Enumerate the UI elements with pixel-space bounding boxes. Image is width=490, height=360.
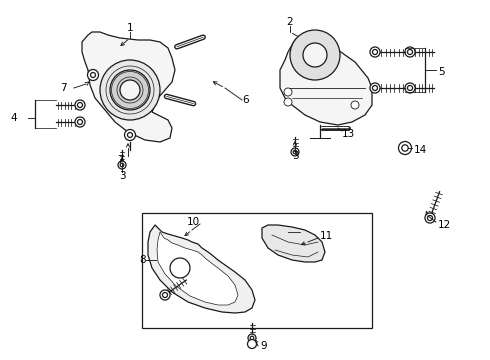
Circle shape	[284, 88, 292, 96]
Circle shape	[91, 72, 96, 77]
Text: 12: 12	[438, 220, 451, 230]
Circle shape	[293, 150, 297, 154]
Circle shape	[120, 163, 124, 167]
Circle shape	[250, 336, 254, 340]
Polygon shape	[262, 225, 325, 262]
Circle shape	[370, 47, 380, 57]
Text: 13: 13	[342, 129, 355, 139]
Circle shape	[405, 47, 415, 57]
Text: 7: 7	[60, 83, 67, 93]
Circle shape	[110, 70, 150, 110]
Text: 2: 2	[287, 17, 294, 27]
Circle shape	[170, 258, 190, 278]
Circle shape	[118, 161, 126, 169]
Polygon shape	[280, 38, 372, 125]
Text: 5: 5	[438, 67, 444, 77]
Circle shape	[370, 83, 380, 93]
Circle shape	[290, 30, 340, 80]
Circle shape	[100, 60, 160, 120]
Text: 1: 1	[127, 23, 133, 33]
Circle shape	[77, 120, 82, 125]
Circle shape	[425, 213, 435, 223]
Text: 11: 11	[320, 231, 333, 241]
Text: 4: 4	[10, 113, 17, 123]
Polygon shape	[148, 225, 255, 313]
Circle shape	[372, 85, 377, 90]
Circle shape	[402, 145, 408, 151]
Text: 3: 3	[119, 171, 125, 181]
Circle shape	[427, 216, 433, 221]
Circle shape	[248, 334, 256, 342]
Circle shape	[405, 83, 415, 93]
Circle shape	[88, 69, 98, 81]
Circle shape	[284, 98, 292, 106]
Text: 8: 8	[139, 255, 146, 265]
Text: 14: 14	[414, 145, 427, 155]
Text: 9: 9	[260, 341, 267, 351]
Circle shape	[408, 49, 413, 54]
Circle shape	[351, 101, 359, 109]
Circle shape	[291, 148, 299, 156]
Text: 3: 3	[292, 151, 298, 161]
Circle shape	[120, 80, 140, 100]
Text: 7: 7	[117, 155, 123, 165]
Circle shape	[77, 103, 82, 108]
Text: 6: 6	[242, 95, 248, 105]
Circle shape	[75, 100, 85, 110]
Text: 10: 10	[187, 217, 200, 227]
Circle shape	[160, 290, 170, 300]
Circle shape	[303, 43, 327, 67]
Bar	[142, 213, 372, 328]
Polygon shape	[82, 32, 175, 142]
Circle shape	[408, 85, 413, 90]
Circle shape	[124, 130, 136, 140]
Circle shape	[372, 49, 377, 54]
Circle shape	[163, 292, 168, 297]
Circle shape	[75, 117, 85, 127]
Polygon shape	[157, 232, 238, 305]
Circle shape	[127, 132, 132, 138]
Circle shape	[398, 141, 412, 154]
Circle shape	[247, 339, 256, 348]
